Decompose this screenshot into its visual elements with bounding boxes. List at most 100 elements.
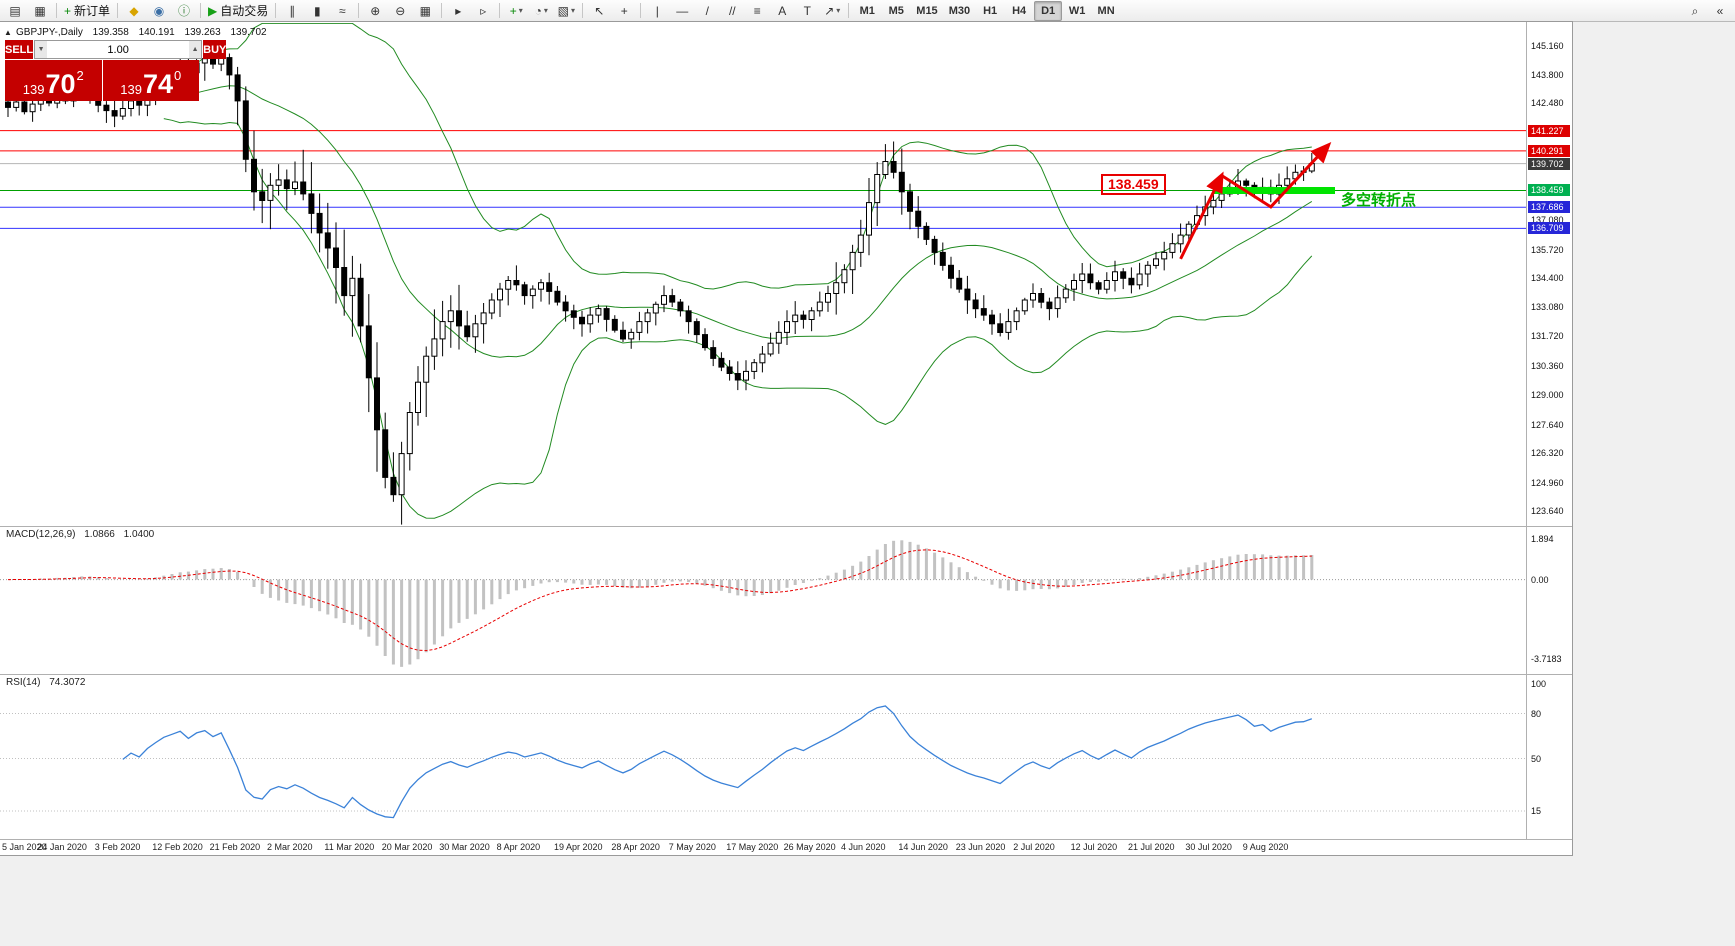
horizontal-line-button[interactable]: —: [670, 1, 694, 21]
cursor-button[interactable]: ↖: [587, 1, 611, 21]
buy-tab[interactable]: BUY: [203, 40, 227, 59]
auto-scroll-button[interactable]: ▸: [446, 1, 470, 21]
info-button[interactable]: ⓘ: [172, 1, 196, 21]
bar-chart-button[interactable]: ∥: [280, 1, 304, 21]
candle-chart-icon: ▮: [313, 3, 321, 18]
volume-decrease-button[interactable]: ▼: [35, 41, 48, 58]
text-button[interactable]: A: [770, 1, 794, 21]
date-label: 21 Feb 2020: [209, 842, 261, 852]
new-chart-icon: ▤: [9, 3, 21, 18]
crosshair-button[interactable]: +: [612, 1, 636, 21]
rsi-label: RSI(14) 74.3072: [6, 677, 85, 688]
templates-button[interactable]: ▧ ▾: [554, 1, 578, 21]
zoom-out-icon: ⊖: [395, 3, 406, 18]
chart-canvas[interactable]: [0, 22, 1572, 855]
rsi-value: 74.3072: [49, 677, 86, 688]
price-tick: 127.640: [1531, 419, 1564, 430]
price-tick: 137.080: [1531, 215, 1564, 226]
timeframe-button-m5[interactable]: M5: [888, 4, 904, 17]
timeframe-button-m15[interactable]: M15: [916, 4, 938, 17]
info-icon: ⓘ: [178, 3, 191, 18]
indicators-icon: +: [509, 3, 517, 18]
price-level-annotation[interactable]: 138.459: [1101, 174, 1166, 195]
channel-icon: //: [728, 3, 736, 18]
community-button[interactable]: ◉: [147, 1, 171, 21]
timeframe-button-w1[interactable]: W1: [1068, 4, 1086, 17]
rsi-tick: 15: [1531, 806, 1542, 816]
periods-icon: ◔: [534, 3, 542, 18]
profiles-button[interactable]: ▦: [28, 1, 52, 21]
date-label: 2 Mar 2020: [267, 842, 313, 852]
periods-button[interactable]: ◔ ▾: [529, 1, 553, 21]
toolbar-separator: [499, 3, 501, 18]
price-tick: 124.960: [1531, 477, 1564, 488]
search-button[interactable]: ⌕: [1683, 1, 1707, 21]
volume-control: ▼ ▲: [34, 40, 203, 59]
new-order-button[interactable]: + 新订单: [61, 1, 113, 21]
metaeditor-button[interactable]: ◆: [122, 1, 146, 21]
sell-button[interactable]: 139 70 2: [5, 60, 102, 101]
symbol-title: GBPJPY-,Daily: [16, 27, 83, 38]
chart-shift-icon: ▹: [480, 3, 487, 18]
fibonacci-icon: ≡: [753, 3, 761, 18]
text-label-button[interactable]: T: [795, 1, 819, 21]
macd-tick: 0.00: [1531, 574, 1549, 585]
chart-window: ▲ GBPJPY-,Daily 139.358 140.191 139.263 …: [0, 21, 1573, 856]
indicators-caret-icon: ▾: [518, 6, 523, 15]
crosshair-icon: +: [620, 3, 628, 18]
date-label: 24 Jan 2020: [37, 842, 87, 852]
timeframe-button-d1[interactable]: D1: [1034, 0, 1063, 21]
new-chart-button[interactable]: ▤: [3, 1, 27, 21]
timeframe-button-mn[interactable]: MN: [1097, 4, 1115, 17]
buy-button[interactable]: 139 74 0: [102, 60, 199, 101]
price-badge: 139.702: [1528, 157, 1570, 170]
timeframe-button-h4[interactable]: H4: [1012, 4, 1027, 17]
toolbar-separator: [640, 3, 642, 18]
macd-tick: 1.894: [1531, 533, 1554, 544]
line-chart-button[interactable]: ≈: [330, 1, 354, 21]
arrows-button[interactable]: ↗ ▾: [820, 1, 844, 21]
vertical-line-button[interactable]: |: [645, 1, 669, 21]
volume-increase-button[interactable]: ▲: [189, 41, 202, 58]
community-icon: ◉: [153, 3, 165, 18]
candle-chart-button[interactable]: ▮: [305, 1, 329, 21]
low-value: 139.263: [184, 27, 221, 38]
date-label: 12 Jul 2020: [1070, 842, 1118, 852]
zoom-in-button[interactable]: ⊕: [363, 1, 387, 21]
toolbar: ▤ ▦ + 新订单 ◆ ◉ ⓘ ▶ 自动交易 ∥ ▮ ≈ ⊕ ⊖ ▦ ▸ ▹ + ▾ ◔ ▾ ▧ ▾ ↖ + | — ///≡ A T ↗ ▾…: [0, 0, 1735, 22]
one-click-trading-panel: SELL ▼ ▲ BUY 139 70 2 139 74 0: [5, 40, 227, 101]
turning-point-label[interactable]: 多空转折点: [1341, 192, 1417, 209]
zoom-out-button[interactable]: ⊖: [388, 1, 412, 21]
templates-caret-icon: ▾: [570, 6, 575, 15]
channel-button[interactable]: //: [720, 1, 744, 21]
timeframe-button-m1[interactable]: M1: [859, 4, 875, 17]
macd-label: MACD(12,26,9) 1.0866 1.0400: [6, 529, 154, 540]
price-tick: 134.400: [1531, 273, 1564, 284]
timeframe-button-m30[interactable]: M30: [948, 4, 971, 17]
timeframe-button-h1[interactable]: H1: [983, 4, 998, 17]
bar-chart-icon: ∥: [289, 3, 296, 18]
text-label-icon: T: [803, 3, 811, 18]
trendline-button[interactable]: /: [695, 1, 719, 21]
indicators-button[interactable]: + ▾: [504, 1, 528, 21]
one-click-panel-toggle[interactable]: ▲: [4, 28, 12, 37]
chart-shift-button[interactable]: ▹: [471, 1, 495, 21]
sell-price-main: 139: [22, 82, 45, 98]
sell-tab[interactable]: SELL: [5, 40, 34, 59]
tile-windows-button[interactable]: ▦: [413, 1, 437, 21]
text-icon: A: [778, 3, 787, 18]
macd-indicator: [0, 540, 1526, 667]
price-badge: 141.227: [1528, 124, 1570, 137]
chart-annotations: [1179, 142, 1335, 260]
overflow-button[interactable]: «: [1708, 1, 1732, 21]
auto-scroll-icon: ▸: [455, 3, 462, 18]
metaeditor-icon: ◆: [129, 3, 139, 18]
rsi-tick: 50: [1531, 753, 1542, 764]
date-label: 3 Feb 2020: [94, 842, 141, 852]
auto-trading-button[interactable]: ▶ 自动交易: [205, 1, 271, 21]
toolbar-separator: [582, 3, 584, 18]
volume-input[interactable]: [47, 41, 190, 58]
open-value: 139.358: [92, 27, 129, 38]
fibonacci-button[interactable]: ≡: [745, 1, 769, 21]
